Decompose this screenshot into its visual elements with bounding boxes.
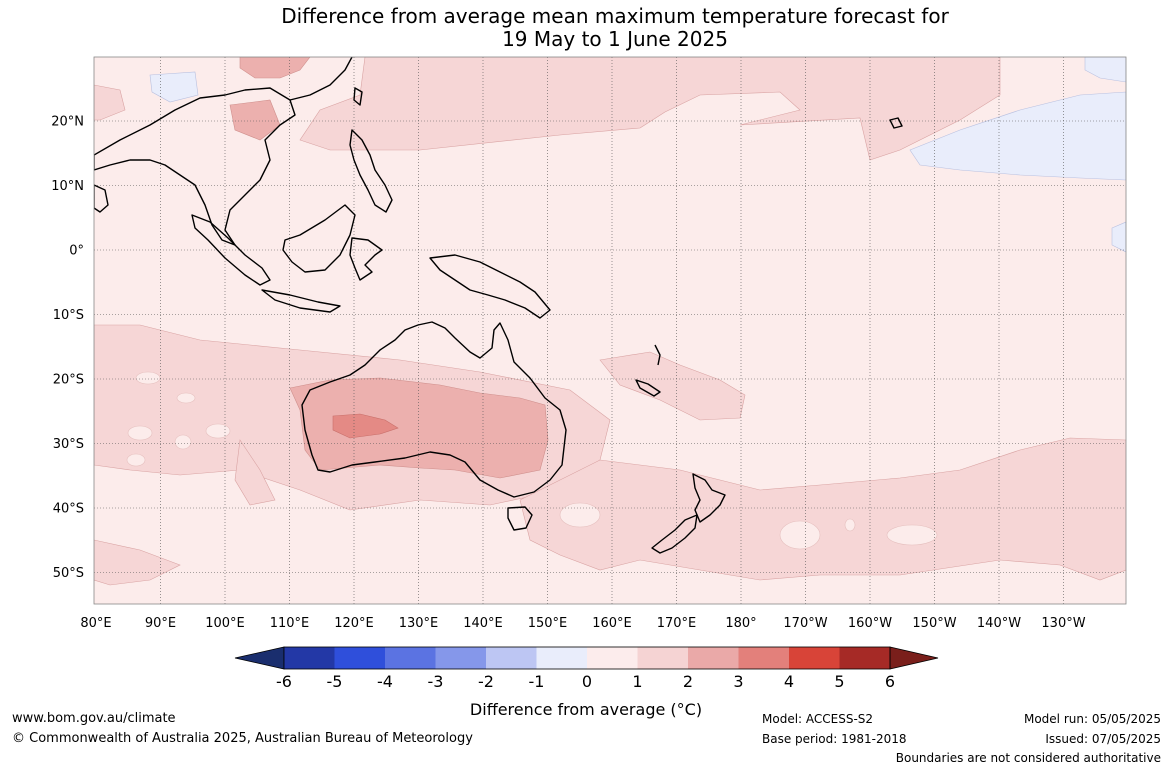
indochina-coastline bbox=[94, 87, 296, 246]
longitude-tick-label: 140°E bbox=[463, 616, 503, 631]
colorbar-extend-max bbox=[889, 646, 939, 670]
colorbar-outline bbox=[283, 646, 891, 670]
map-subtitle: 19 May to 1 June 2025 bbox=[502, 27, 728, 51]
longitude-tick-label: 110°E bbox=[270, 616, 310, 631]
colorbar-tick-label: 2 bbox=[683, 672, 693, 691]
colorbar-segment bbox=[738, 647, 789, 669]
colorbar-tick-label: -4 bbox=[377, 672, 393, 691]
new-guinea-coastline bbox=[429, 254, 551, 319]
philippines-coastline bbox=[349, 129, 393, 213]
sumatra-coastline bbox=[191, 214, 271, 286]
china-coastline bbox=[289, 57, 353, 101]
base-period-text: Base period: 1981-2018 bbox=[762, 732, 907, 746]
colorbar-segment bbox=[587, 647, 638, 669]
java-coastline bbox=[261, 289, 341, 313]
anomaly-3-to-4-shading bbox=[332, 413, 399, 439]
latitude-tick-labels: 20°N 10°N 0° 10°S 20°S 30°S 40°S 50°S bbox=[51, 115, 84, 582]
copyright-text: © Commonwealth of Australia 2025, Austra… bbox=[12, 731, 473, 746]
colorbar-tick-label: 1 bbox=[632, 672, 642, 691]
colorbar-extend-min bbox=[234, 646, 285, 670]
longitude-tick-label: 160°E bbox=[592, 616, 632, 631]
colorbar-segment bbox=[789, 647, 840, 669]
longitude-tick-labels: 80°E 90°E 100°E 110°E 120°E 130°E 140°E 150°E 16… bbox=[80, 616, 1085, 631]
colorbar-segment bbox=[688, 647, 739, 669]
model-run-text: Model run: 05/05/2025 bbox=[1023, 712, 1161, 726]
new-zealand-north-coastline bbox=[692, 473, 726, 523]
model-text: Model: ACCESS-S2 bbox=[762, 712, 874, 726]
longitude-tick-label: 180° bbox=[725, 616, 756, 631]
australia-coastline bbox=[301, 321, 567, 498]
colorbar-tick-label: -6 bbox=[276, 672, 292, 691]
longitude-tick-label: 150°E bbox=[528, 616, 568, 631]
longitude-tick-label: 140°W bbox=[977, 616, 1021, 631]
anomaly-0-to-1-patches bbox=[126, 371, 938, 550]
latitude-tick-label: 0° bbox=[69, 244, 84, 259]
colorbar-tick-label: 4 bbox=[784, 672, 794, 691]
longitude-tick-label: 130°W bbox=[1041, 616, 1085, 631]
hawaii-coastline bbox=[889, 117, 903, 129]
colorbar-tick-label: 3 bbox=[733, 672, 743, 691]
colorbar-tick-label: 0 bbox=[582, 672, 592, 691]
longitude-tick-label: 90°E bbox=[145, 616, 176, 631]
colorbar-segment bbox=[637, 647, 688, 669]
colorbar-tick-label: -3 bbox=[428, 672, 444, 691]
latitude-tick-label: 10°N bbox=[51, 179, 84, 194]
latitude-tick-label: 30°S bbox=[53, 437, 84, 452]
tasmania-coastline bbox=[507, 506, 533, 531]
colorbar-segment bbox=[486, 647, 537, 669]
colorbar-label: Difference from average (°C) bbox=[470, 700, 702, 719]
new-caledonia-coastline bbox=[635, 379, 661, 397]
longitude-tick-label: 100°E bbox=[205, 616, 245, 631]
latitude-tick-label: 40°S bbox=[53, 502, 84, 517]
colorbar-tick-label: 6 bbox=[885, 672, 895, 691]
colorbar-segment bbox=[839, 647, 890, 669]
colorbar-segment bbox=[385, 647, 436, 669]
latitude-tick-label: 20°N bbox=[51, 115, 84, 130]
colorbar-segment bbox=[284, 647, 335, 669]
anomaly-2-to-3-shading bbox=[229, 57, 549, 479]
longitude-tick-label: 120°E bbox=[334, 616, 374, 631]
longitude-tick-label: 160°W bbox=[848, 616, 892, 631]
colorbar-segment bbox=[334, 647, 385, 669]
borneo-coastline bbox=[282, 204, 356, 273]
longitude-tick-label: 170°W bbox=[783, 616, 827, 631]
colorbar-tick-labels: -6 -5 -4 -3 -2 -1 0 1 2 3 4 5 6 bbox=[276, 672, 895, 691]
latitude-tick-label: 20°S bbox=[53, 373, 84, 388]
longitude-tick-label: 80°E bbox=[80, 616, 111, 631]
sri-lanka-coastline bbox=[94, 184, 109, 213]
coastlines bbox=[94, 57, 903, 554]
colorbar-tick-label: -5 bbox=[327, 672, 343, 691]
website-link[interactable]: www.bom.gov.au/climate bbox=[12, 711, 176, 726]
sulawesi-coastline bbox=[349, 237, 383, 281]
latitude-tick-label: 10°S bbox=[53, 308, 84, 323]
issued-text: Issued: 07/05/2025 bbox=[1045, 732, 1161, 746]
anomaly-cool-shading bbox=[149, 57, 1126, 253]
map-frame bbox=[93, 56, 1127, 605]
colorbar bbox=[234, 646, 939, 670]
colorbar-segment bbox=[435, 647, 486, 669]
colorbar-segment bbox=[536, 647, 587, 669]
map-panel bbox=[94, 57, 1126, 604]
colorbar-tick-label: -1 bbox=[529, 672, 545, 691]
longitude-tick-label: 150°W bbox=[912, 616, 956, 631]
colorbar-tick-label: 5 bbox=[834, 672, 844, 691]
longitude-tick-label: 130°E bbox=[399, 616, 439, 631]
graticule bbox=[94, 57, 1126, 604]
vanuatu-coastline bbox=[654, 344, 661, 366]
map-title: Difference from average mean maximum tem… bbox=[281, 4, 949, 28]
disclaimer-text: Boundaries are not considered authoritat… bbox=[895, 751, 1161, 765]
new-zealand-south-coastline bbox=[651, 514, 698, 554]
colorbar-tick-label: -2 bbox=[478, 672, 494, 691]
longitude-tick-label: 170°E bbox=[657, 616, 697, 631]
taiwan-coastline bbox=[353, 87, 363, 106]
latitude-tick-label: 50°S bbox=[53, 566, 84, 581]
